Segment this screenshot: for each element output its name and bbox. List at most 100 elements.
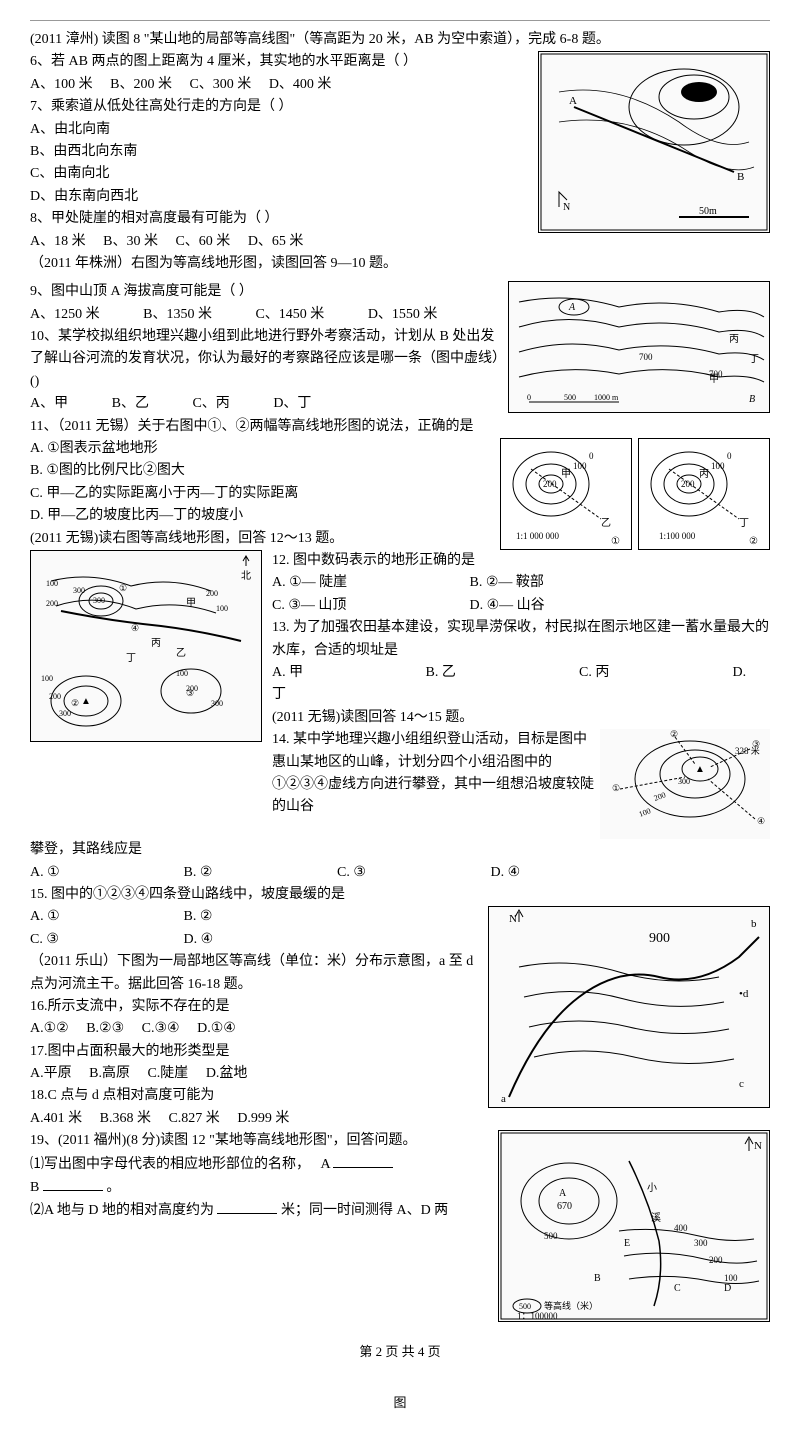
svg-text:0: 0	[727, 451, 732, 461]
q14d: D. ④	[491, 865, 521, 880]
q18a: A.401 米	[30, 1111, 82, 1126]
q7c: C、由南向北	[30, 163, 530, 185]
svg-text:③: ③	[186, 688, 194, 698]
q16b: B.②③	[86, 1021, 124, 1036]
svg-text:100: 100	[711, 461, 725, 471]
svg-text:1:100 000: 1:100 000	[659, 531, 696, 541]
q14: 14. 某中学地理兴趣小组组织登山活动，目标是图中惠山某地区的山峰，计划分四个小…	[272, 729, 594, 819]
q13a: A. 甲	[272, 662, 382, 684]
svg-text:③: ③	[752, 739, 760, 749]
q19-1a: ⑴写出图中字母代表的相应地形部位的名称，	[30, 1157, 310, 1172]
svg-text:E: E	[624, 1238, 630, 1249]
q16-options: A.①② B.②③ C.③④ D.①④	[30, 1018, 480, 1040]
q7d: D、由东南向西北	[30, 186, 530, 208]
svg-text:700: 700	[639, 352, 653, 362]
figure-1415-contour: ▲ 328 米 ① ② ③ ④ 100 200 300	[600, 729, 770, 839]
q8d: D、65 米	[248, 234, 304, 249]
q18b: B.368 米	[100, 1111, 151, 1126]
blank-b	[43, 1176, 103, 1191]
svg-text:①: ①	[612, 783, 620, 793]
svg-text:200: 200	[681, 479, 695, 489]
svg-text:▲: ▲	[695, 764, 705, 775]
intro-14-15: (2011 无锡)读图回答 14～15 题。	[272, 707, 770, 729]
svg-text:50m: 50m	[699, 206, 717, 217]
q12-options-row1: A. ①— 陡崖 B. ②— 鞍部	[272, 572, 770, 594]
q10c: C、丙	[192, 396, 229, 411]
figure-1213-contour: 北 ▲ 100200 300300 200100 300200 100 1002…	[30, 550, 262, 742]
q10d: D、丁	[273, 396, 311, 411]
fig-label: 图	[30, 1393, 770, 1414]
q16d: D.①④	[197, 1021, 236, 1036]
q19-2: ⑵A 地与 D 地的相对高度约为 米；同一时间测得 A、D 两	[30, 1199, 490, 1222]
q16a: A.①②	[30, 1021, 69, 1036]
q6d: D、400 米	[269, 77, 332, 92]
q9-options: A、1250 米 B、1350 米 C、1450 米 D、1550 米	[30, 304, 500, 326]
block-19: 19、(2011 福州)(8 分)读图 12 "某地等高线地形图"，回答问题。 …	[30, 1130, 770, 1322]
svg-text:A: A	[568, 302, 576, 313]
svg-text:1000 m: 1000 m	[594, 393, 619, 402]
svg-text:①: ①	[611, 536, 620, 547]
svg-text:D: D	[724, 1283, 731, 1294]
svg-text:乙: 乙	[601, 517, 611, 529]
q13-options: A. 甲 B. 乙 C. 丙 D. 丁	[272, 662, 770, 707]
svg-text:300: 300	[678, 777, 690, 786]
q10b: B、乙	[112, 396, 149, 411]
svg-text:100: 100	[46, 579, 58, 588]
svg-text:丁: 丁	[126, 653, 136, 664]
svg-text:670: 670	[557, 1201, 572, 1212]
q11c: C. 甲—乙的实际距离小于丙—丁的实际距离	[30, 483, 492, 505]
q15d: D. ④	[184, 932, 214, 947]
q11d: D. 甲—乙的坡度比丙—丁的坡度小	[30, 505, 492, 527]
svg-text:②: ②	[670, 729, 678, 739]
q6: 6、若 AB 两点的图上距离为 4 厘米，其实地的水平距离是（ ）	[30, 51, 530, 73]
q7a: A、由北向南	[30, 119, 530, 141]
q17a: A.平原	[30, 1066, 72, 1081]
svg-text:②: ②	[749, 536, 758, 547]
svg-text:A: A	[559, 1188, 567, 1199]
q6a: A、100 米	[30, 77, 93, 92]
svg-text:100: 100	[41, 674, 53, 683]
q8a: A、18 米	[30, 234, 86, 249]
q11b: B. ①图的比例尺比②图大	[30, 460, 492, 482]
q17d: D.盆地	[206, 1066, 248, 1081]
svg-text:丙: 丙	[699, 469, 709, 480]
svg-text:•d: •d	[739, 988, 749, 1000]
q16c: C.③④	[142, 1021, 180, 1036]
q8-options: A、18 米 B、30 米 C、60 米 D、65 米	[30, 231, 530, 253]
svg-text:100: 100	[176, 669, 188, 678]
intro-9-10: （2011 年株洲）右图为等高线地形图，读图回答 9—10 题。	[30, 253, 530, 275]
svg-text:200: 200	[653, 790, 667, 803]
svg-text:B: B	[749, 394, 755, 405]
figure-11-pair: 0 100 200 甲 乙 1:1 000 000 ① 0 100 200 丙 …	[500, 438, 770, 550]
svg-text:N: N	[754, 1140, 762, 1152]
figure-11-2: 0 100 200 丙 丁 1:100 000 ②	[638, 438, 770, 550]
blank-height	[217, 1199, 277, 1214]
svg-text:N: N	[509, 913, 517, 925]
q7: 7、乘索道从低处往高处行走的方向是（ ）	[30, 96, 530, 118]
svg-text:500: 500	[564, 393, 576, 402]
svg-text:200: 200	[49, 692, 61, 701]
svg-text:②: ②	[71, 698, 79, 708]
svg-text:④: ④	[131, 623, 139, 633]
q8c: C、60 米	[175, 234, 230, 249]
q12-options-row2: C. ③— 山顶 D. ④— 山谷	[272, 595, 770, 617]
q12d: D. ④— 山谷	[470, 598, 545, 613]
svg-text:甲: 甲	[561, 469, 571, 480]
block-11: A. ①图表示盆地地形 B. ①图的比例尺比②图大 C. 甲—乙的实际距离小于丙…	[30, 438, 770, 550]
svg-text:500: 500	[544, 1231, 558, 1241]
q18c: C.827 米	[168, 1111, 219, 1126]
q13: 13. 为了加强农田基本建设，实现旱涝保收，村民拟在图示地区建一蓄水量最大的水库…	[272, 617, 770, 662]
svg-text:等高线（米）: 等高线（米）	[544, 1300, 598, 1311]
svg-text:300: 300	[93, 596, 105, 605]
svg-text:北: 北	[241, 570, 251, 582]
blank-a	[333, 1153, 393, 1168]
svg-text:100: 100	[724, 1273, 738, 1283]
q19-1: ⑴写出图中字母代表的相应地形部位的名称， A	[30, 1153, 490, 1176]
q15b: B. ②	[184, 906, 294, 928]
block-15-18: A. ① B. ② C. ③ D. ④ （2011 乐山）下图为一局部地区等高线…	[30, 906, 770, 1130]
q19-2b: 米；同一时间测得 A、D 两	[281, 1203, 448, 1218]
q19-1d: 。	[106, 1180, 120, 1195]
svg-text:300: 300	[694, 1238, 708, 1248]
q10: 10、某学校拟组织地理兴趣小组到此地进行野外考察活动，计划从 B 处出发了解山谷…	[30, 326, 500, 393]
page-footer: 第 2 页 共 4 页	[30, 1342, 770, 1363]
